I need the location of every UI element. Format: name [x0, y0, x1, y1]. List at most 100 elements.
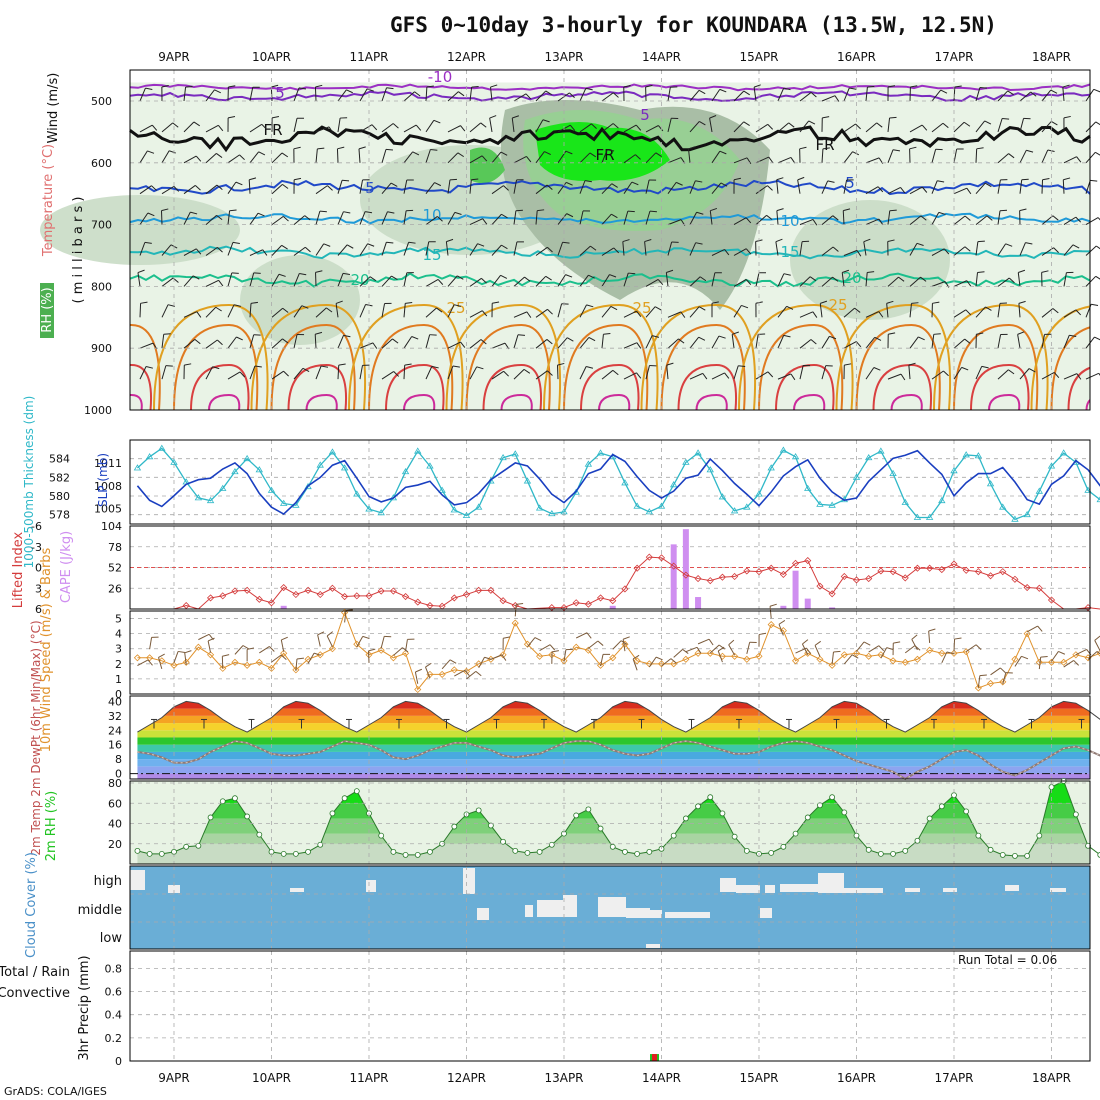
wind-barb [447, 365, 454, 380]
wind-barb-flag [783, 273, 791, 276]
wind-barb [139, 87, 146, 102]
wind-barb-flag [1063, 177, 1071, 181]
wind-barb [601, 247, 615, 256]
rh-point [292, 850, 299, 857]
wind-barb-flag [184, 363, 192, 366]
wind-barb-flag [769, 603, 777, 607]
wind-barb [139, 124, 153, 133]
wind-barb-flag [1000, 667, 1006, 674]
isotherm-warm [970, 363, 1030, 410]
wind-barb-flag [216, 184, 223, 190]
wind-barb [579, 210, 584, 225]
lifted-index-point [791, 559, 800, 567]
wind-barb-flag [326, 307, 333, 313]
wind-barb [1014, 656, 1022, 667]
wind-barb-flag [192, 275, 200, 280]
wind-barb [931, 180, 938, 194]
wind-barb-flag [489, 115, 497, 119]
thickness-point [340, 464, 349, 471]
wind-barb [953, 367, 963, 380]
wind-barb [685, 646, 698, 653]
date-tick-top: 13APR [544, 50, 583, 64]
isotherm [129, 272, 1091, 288]
isotherm-warm [153, 303, 269, 410]
wind-barb-flag [304, 215, 311, 221]
wind-barb [623, 154, 636, 164]
wind-barb-flag [1028, 368, 1036, 373]
wind-barb [183, 87, 187, 102]
wind-speed-point [328, 645, 337, 653]
wind-barb [667, 219, 682, 226]
wind-barb [356, 636, 364, 648]
thickness-point [657, 502, 666, 509]
wind-barb [227, 242, 234, 256]
wind-barb [821, 246, 834, 256]
wind-barb [469, 87, 473, 102]
rh-point [524, 849, 531, 856]
wind-barb [183, 121, 195, 133]
lifted-index-point [901, 574, 909, 582]
wind-barb [909, 303, 912, 318]
pressure-tick: 500 [91, 95, 112, 108]
wind-barb [183, 155, 197, 164]
wind-barb [821, 148, 824, 163]
wind-barb [139, 366, 147, 380]
cloud-bar [646, 944, 660, 948]
wind-barb [491, 275, 501, 287]
wind-barb [733, 217, 747, 226]
temp-tick: 0 [115, 768, 122, 781]
wind-barb [601, 149, 608, 163]
wind-barb-flag [1050, 89, 1058, 94]
wind-speed-point [523, 640, 532, 648]
thickness-tick: 580 [49, 490, 70, 503]
wind-barb-flag [888, 332, 896, 335]
wind-barb [447, 125, 461, 133]
wind-barb-flag [546, 184, 553, 190]
wind-barb-flag [217, 339, 223, 346]
wind-barb [469, 366, 478, 380]
wind-barb-flag [387, 211, 395, 214]
wind-barb [205, 124, 219, 133]
wind-barb-flag [802, 639, 809, 645]
wind-barb-flag [783, 87, 791, 91]
contour-label: 5 [365, 179, 375, 197]
lifted-index-point [304, 586, 312, 594]
cloud-bar [1050, 888, 1066, 892]
wind-barb-flag [844, 363, 852, 366]
wind-barb [975, 215, 988, 225]
wind-barb [821, 336, 830, 349]
wind-barb-flag [657, 279, 664, 286]
wind-frame [129, 610, 1091, 695]
wind-barb [271, 338, 283, 349]
wind-barb [601, 274, 610, 287]
date-tick-top: 16APR [837, 50, 876, 64]
wind-barb-flag [304, 246, 311, 253]
wind-barb [314, 334, 317, 349]
wind-barb-flag [843, 208, 851, 212]
wind-barb [928, 630, 931, 644]
temp-band [137, 723, 1090, 731]
wind-barb [149, 637, 153, 650]
wind-barb-flag [369, 276, 377, 282]
cloud-bar [168, 885, 180, 893]
wind-barb-flag [873, 367, 881, 371]
temp-frame [129, 695, 1091, 780]
wind-barb [207, 640, 212, 653]
wind-barb [865, 367, 875, 380]
contour-label: 20 [350, 271, 369, 289]
wind-barb [1041, 149, 1049, 164]
wind-barb [965, 644, 977, 652]
wind-barb-flag [979, 87, 987, 89]
wind-barb [227, 304, 235, 318]
wind-barb [315, 185, 328, 195]
wind-barb-flag [433, 119, 441, 124]
wind-barb [579, 274, 589, 287]
wind-barb [293, 87, 300, 102]
wind-speed-point [950, 649, 958, 657]
wind-barb-flag [786, 305, 794, 310]
wind-barb [997, 210, 1001, 225]
temperature-axis-label: Temperature (°C) [41, 144, 56, 257]
wind-barb [579, 366, 587, 380]
wind-barb [359, 124, 373, 133]
wind-barb-flag [562, 241, 570, 244]
